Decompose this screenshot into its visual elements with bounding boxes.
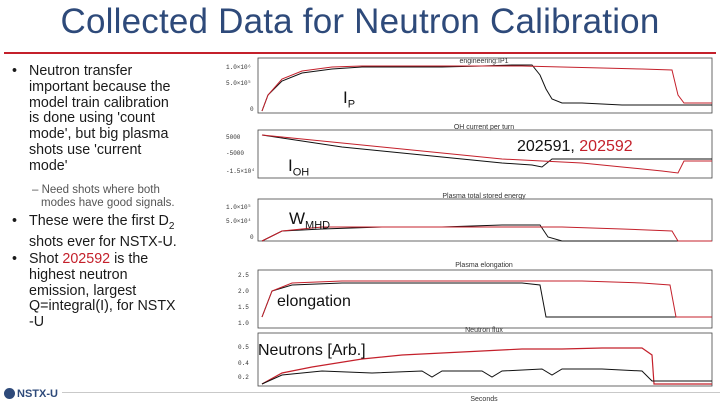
y-tick: 1.0×10⁶ bbox=[226, 64, 251, 71]
trace-ioh-202591 bbox=[261, 134, 712, 168]
sub-bullet-line: – Need shots where both bbox=[32, 184, 160, 196]
bullet-neutron-transfer: • Neutron transfer important because the… bbox=[12, 63, 217, 176]
trace-wmhd-202591 bbox=[261, 224, 712, 242]
label-elongation: elongation bbox=[277, 293, 351, 310]
bullet-line: shots use 'current bbox=[29, 141, 142, 158]
y-tick: 0.2 bbox=[238, 374, 249, 381]
y-tick: 0 bbox=[250, 234, 254, 241]
bullet-first-d2: • These were the first D2 shots ever for… bbox=[12, 213, 217, 250]
waveform-plots: engineering:IP1 OH current per turn Plas… bbox=[226, 57, 713, 403]
panel-title-ip: engineering:IP1 bbox=[459, 58, 508, 65]
panel-title-neutron: Neutron flux bbox=[465, 327, 503, 334]
y-tick: 5.0×10⁴ bbox=[226, 218, 251, 225]
label-wmhd: WMHD bbox=[289, 209, 330, 231]
shot-number-highlight: 202592 bbox=[62, 251, 111, 267]
trace-ip-202592 bbox=[261, 65, 712, 112]
label-ip-main: I bbox=[343, 88, 348, 107]
sub-bullet-both-modes: – Need shots where both modes have good … bbox=[32, 184, 222, 210]
y-tick: 0 bbox=[250, 106, 254, 113]
label-wmhd-main: W bbox=[289, 209, 306, 228]
y-tick: 1.0 bbox=[238, 320, 249, 327]
label-ioh-sub: OH bbox=[292, 166, 310, 179]
bullet-line: highest neutron bbox=[29, 266, 128, 283]
bullet-text: These were the first D bbox=[29, 213, 169, 229]
panel-title-ioh: OH current per turn bbox=[454, 124, 514, 131]
footer-divider bbox=[62, 392, 720, 393]
shots-label: 202591, 202592 bbox=[517, 138, 633, 156]
y-tick: 0.4 bbox=[238, 360, 249, 367]
panel-title-wmhd: Plasma total stored energy bbox=[442, 193, 526, 200]
trace-wmhd-202592 bbox=[261, 226, 712, 242]
panel-title-elongation: Plasma elongation bbox=[455, 262, 513, 269]
bullet-line: mode' bbox=[29, 157, 68, 174]
panel-ip-frame bbox=[257, 57, 713, 114]
y-tick: -5000 bbox=[226, 150, 244, 157]
trace-ip-202591 bbox=[261, 64, 712, 112]
x-axis-label: Seconds bbox=[470, 396, 498, 403]
label-ip: IP bbox=[343, 88, 355, 110]
panel-elongation-frame bbox=[257, 269, 713, 329]
trace-ioh-202592 bbox=[261, 134, 712, 174]
slide-title: Collected Data for Neutron Calibration bbox=[60, 2, 660, 41]
y-tick: 1.0×10⁵ bbox=[226, 204, 251, 211]
sub-bullet-line: modes have good signals. bbox=[41, 197, 175, 209]
bullet-line: important because the bbox=[29, 78, 171, 95]
bullet-line: mode', but big plasma bbox=[29, 126, 169, 143]
bullet-line: Neutron transfer bbox=[29, 63, 133, 79]
bullet-line: -U bbox=[29, 314, 45, 331]
y-tick: 5.0×10⁵ bbox=[226, 80, 251, 87]
y-tick: -1.5×10⁴ bbox=[226, 168, 255, 175]
label-wmhd-sub: MHD bbox=[305, 219, 331, 232]
y-tick: 5000 bbox=[226, 134, 241, 141]
shot-number-202591: 202591, bbox=[517, 138, 580, 155]
bullet-dot: • bbox=[12, 251, 18, 267]
y-tick: 2.0 bbox=[238, 288, 249, 295]
trace-elongation-202592 bbox=[261, 280, 712, 318]
bullet-dot: • bbox=[12, 63, 18, 79]
bullet-shot-202592: • Shot 202592 is the highest neutron emi… bbox=[12, 251, 217, 342]
bullet-line: shots ever for NSTX-U. bbox=[29, 233, 177, 250]
bullet-dot: • bbox=[12, 213, 18, 229]
label-ip-sub: P bbox=[347, 98, 356, 111]
panel-ioh-frame bbox=[257, 129, 713, 179]
y-tick: 1.5 bbox=[238, 304, 249, 311]
trace-elongation-202591 bbox=[261, 282, 712, 318]
label-ioh-main: I bbox=[288, 156, 293, 175]
y-ticks: 1.0×10⁶ 5.0×10⁵ 0 5000 -5000 -1.5×10⁴ 1.… bbox=[226, 64, 255, 381]
label-ioh: IOH bbox=[288, 156, 309, 178]
bullet-subscript: 2 bbox=[168, 220, 175, 232]
bullet-line: is done using 'count bbox=[29, 110, 155, 127]
bullet-line: emission, largest bbox=[29, 282, 137, 299]
nstx-logo-text: NSTX-U bbox=[17, 388, 58, 400]
trace-neutron-202591 bbox=[261, 368, 712, 385]
panel-wmhd-frame bbox=[257, 198, 713, 242]
bullet-text: Shot bbox=[29, 251, 63, 267]
y-tick: 0.5 bbox=[238, 344, 249, 351]
bullet-line: Q=integral(I), for NSTX bbox=[29, 298, 176, 315]
bullet-text: is the bbox=[110, 251, 149, 267]
trace-neutron-202592 bbox=[261, 347, 712, 385]
nstx-logo-icon bbox=[4, 388, 15, 399]
shot-number-202592: 202592 bbox=[579, 138, 633, 155]
bullet-line: model train calibration bbox=[29, 94, 169, 111]
title-divider bbox=[4, 52, 716, 54]
y-tick: 2.5 bbox=[238, 272, 249, 279]
panel-neutron-frame bbox=[257, 332, 713, 387]
label-neutrons: Neutrons [Arb.] bbox=[258, 342, 366, 359]
